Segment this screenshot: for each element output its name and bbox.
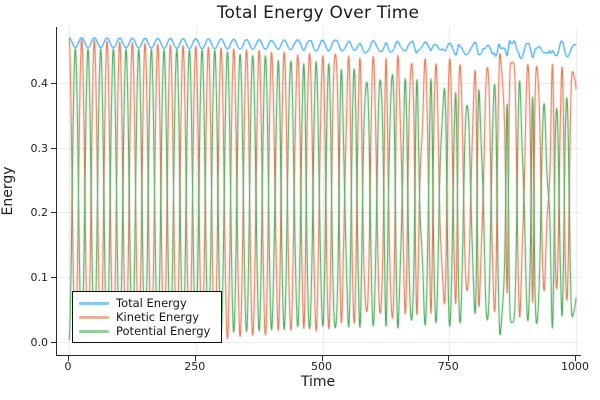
x-tick-label: 750 xyxy=(437,360,459,373)
x-tick-mark xyxy=(68,356,69,361)
x-tick-label: 1000 xyxy=(561,360,589,373)
x-tick-label: 0 xyxy=(64,360,72,373)
legend-line-swatch xyxy=(79,301,109,305)
legend-label: Total Energy xyxy=(116,296,187,310)
chart-title: Total Energy Over Time xyxy=(216,3,420,23)
y-tick-label: 0.4 xyxy=(30,76,49,90)
x-axis-label: Time xyxy=(300,374,336,390)
y-tick-mark xyxy=(51,277,56,278)
x-tick-mark xyxy=(448,356,450,361)
x-tick-label: 250 xyxy=(184,360,206,373)
legend-item: Total Energy xyxy=(79,296,215,310)
legend-item: Potential Energy xyxy=(79,324,215,338)
y-tick-mark xyxy=(51,82,56,84)
y-axis-label: Energy xyxy=(0,166,16,216)
legend-line-swatch xyxy=(79,329,109,333)
y-tick-mark xyxy=(51,147,56,149)
x-tick-mark xyxy=(194,356,196,361)
legend-item: Kinetic Energy xyxy=(79,310,215,324)
y-tick-label: 0.0 xyxy=(30,335,49,349)
x-tick-mark xyxy=(575,356,576,361)
legend-label: Kinetic Energy xyxy=(116,310,200,324)
y-tick-mark xyxy=(51,212,56,214)
y-tick-label: 0.1 xyxy=(30,271,49,284)
x-tick-mark xyxy=(321,356,323,361)
x-tick-label: 500 xyxy=(311,360,332,373)
legend-box: Total Energy Kinetic Energy Potential Ener… xyxy=(72,291,222,343)
y-tick-label: 0.3 xyxy=(30,141,49,155)
y-tick-label: 0.2 xyxy=(30,206,49,220)
legend-label: Potential Energy xyxy=(116,324,211,338)
legend-line-swatch xyxy=(79,315,109,319)
y-tick-mark xyxy=(51,341,56,343)
